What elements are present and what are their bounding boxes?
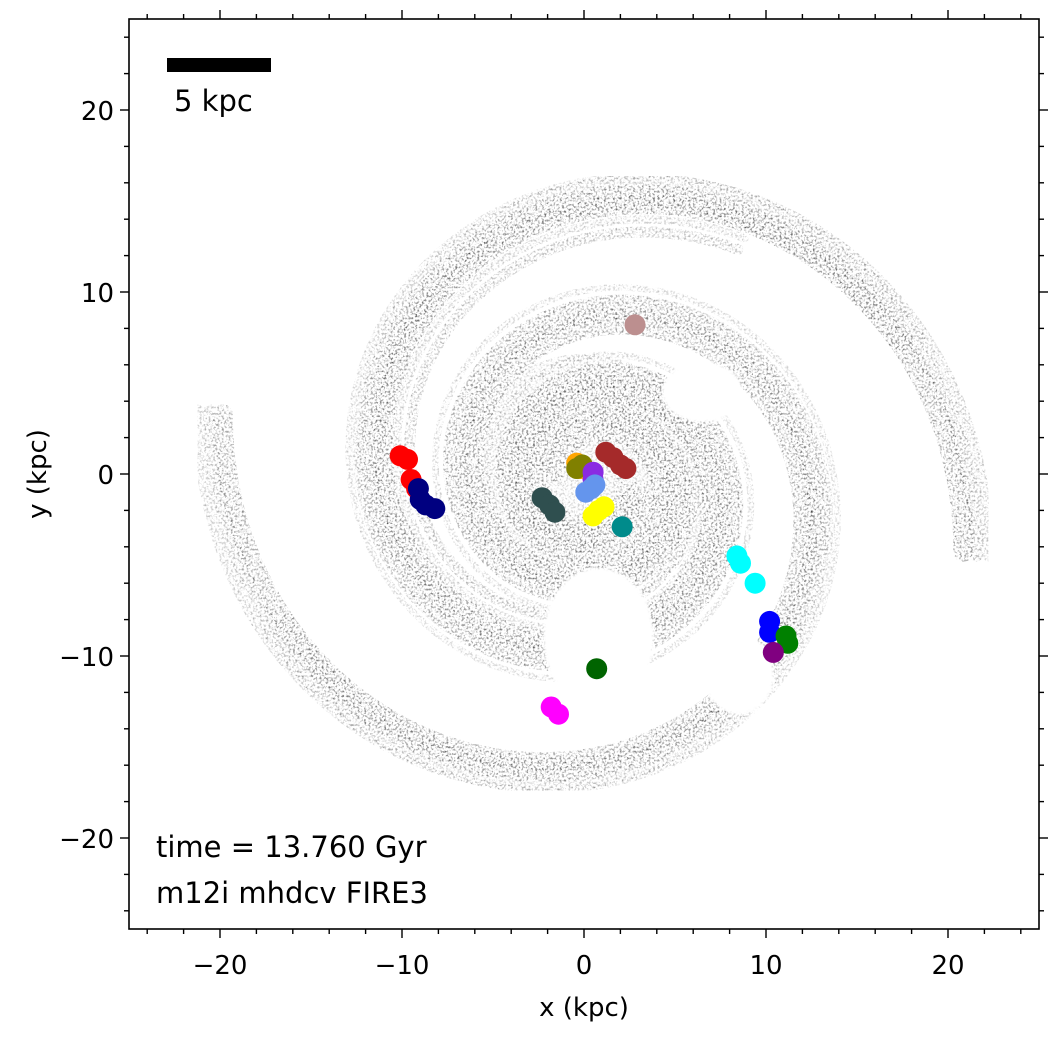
scatter-point [759, 621, 781, 643]
x-tick-label: 10 [749, 951, 782, 981]
x-axis-label: x (kpc) [539, 993, 629, 1023]
y-tick-label: 0 [97, 461, 114, 491]
scatter-point [762, 641, 784, 663]
scatter-point [584, 474, 606, 496]
scatter-point [730, 552, 751, 574]
scatter-point [586, 658, 608, 680]
x-tick-label: −10 [375, 951, 430, 981]
axis-ticks [120, 10, 1048, 938]
x-tick-label: 20 [931, 951, 964, 981]
simulation-annotation: m12i mhdcv FIRE3 [156, 876, 428, 910]
scatter-point [624, 314, 646, 336]
y-tick-labels: −20 −10 0 10 20 [59, 97, 114, 855]
y-tick-label: −10 [59, 643, 114, 673]
y-tick-label: 20 [81, 97, 114, 127]
scatter-point [548, 703, 569, 725]
x-tick-label: 0 [576, 951, 593, 981]
scale-bar [167, 58, 271, 72]
y-axis-label: y (kpc) [23, 429, 53, 519]
scatter-point [424, 498, 446, 520]
scatter-points [389, 314, 799, 725]
scatter-point [397, 448, 418, 470]
y-tick-label: 10 [81, 279, 114, 309]
gas-projection-image [192, 172, 994, 794]
scatter-point [593, 496, 615, 518]
scatter-point [544, 501, 566, 523]
scatter-point [611, 516, 633, 538]
y-tick-label: −20 [59, 825, 114, 855]
x-tick-labels: −20 −10 0 10 20 [193, 951, 965, 981]
time-annotation: time = 13.760 Gyr [156, 830, 427, 864]
scatter-point [615, 458, 637, 479]
scale-bar-label: 5 kpc [174, 84, 253, 118]
x-tick-label: −20 [193, 951, 248, 981]
scatter-point [744, 572, 766, 594]
